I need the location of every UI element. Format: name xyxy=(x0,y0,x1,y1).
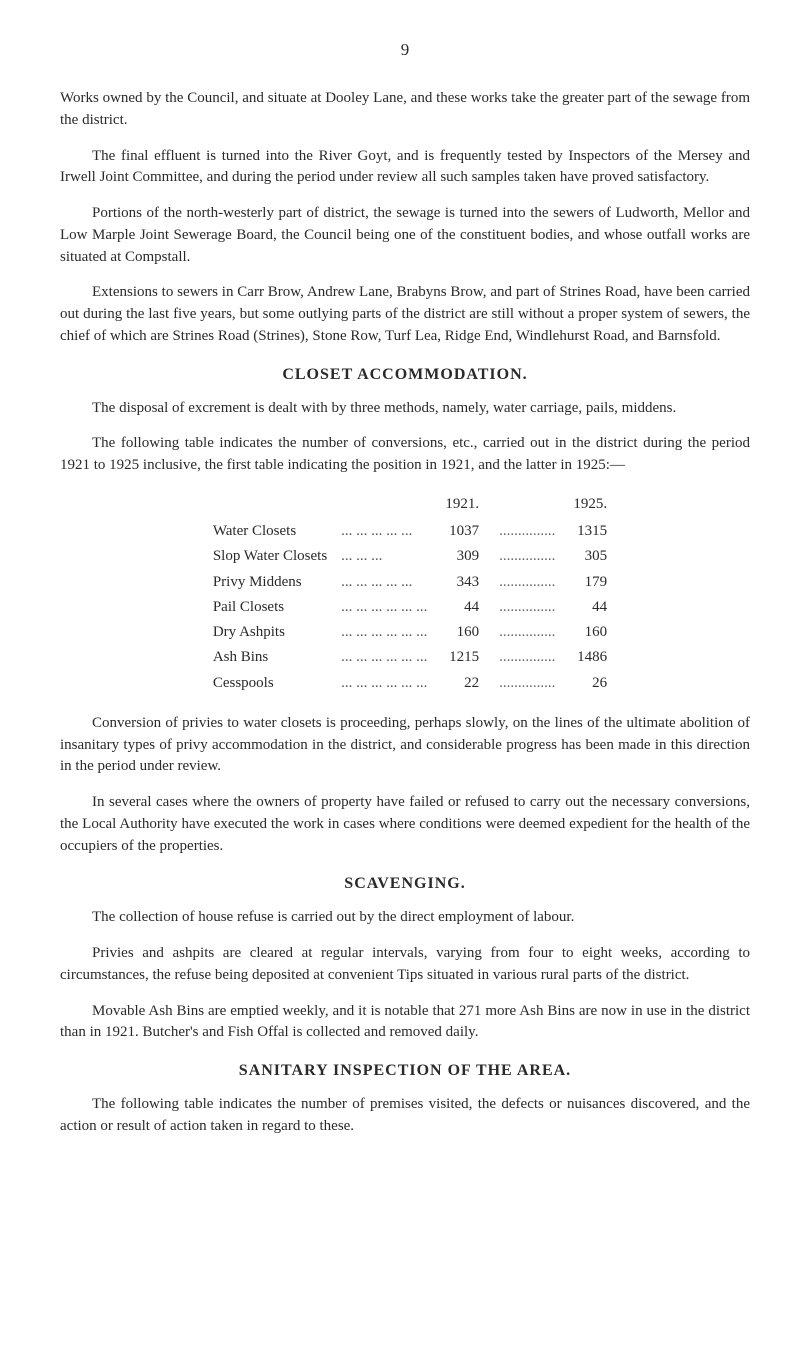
paragraph: Movable Ash Bins are emptied weekly, and… xyxy=(60,1001,750,1045)
row-dots: ... ... ... ... ... xyxy=(333,520,435,543)
row-dots: ... ... ... ... ... ... xyxy=(333,596,435,619)
row-label: Dry Ashpits xyxy=(163,621,331,644)
section-title-sanitary: SANITARY INSPECTION OF THE AREA. xyxy=(60,1062,750,1080)
table-row: Cesspools ... ... ... ... ... ... 22 ...… xyxy=(163,672,647,695)
table-row: Water Closets ... ... ... ... ... 1037 .… xyxy=(163,520,647,543)
row-mid-dots: ............... xyxy=(491,621,563,644)
row-dots: ... ... ... xyxy=(333,545,435,568)
row-value-1921: 1037 xyxy=(437,520,489,543)
row-mid-dots: ............... xyxy=(491,646,563,669)
year-header-1: 1921. xyxy=(437,493,489,518)
row-value-1925: 179 xyxy=(565,571,647,594)
page-number: 9 xyxy=(60,40,750,60)
row-value-1921: 343 xyxy=(437,571,489,594)
row-value-1921: 44 xyxy=(437,596,489,619)
paragraph: The final effluent is turned into the Ri… xyxy=(60,146,750,190)
row-value-1925: 1486 xyxy=(565,646,647,669)
paragraph: Conversion of privies to water closets i… xyxy=(60,713,750,778)
table-header-row: 1921. 1925. xyxy=(163,493,647,518)
table-row: Slop Water Closets ... ... ... 309 .....… xyxy=(163,545,647,568)
row-label: Pail Closets xyxy=(163,596,331,619)
conversions-table: 1921. 1925. Water Closets ... ... ... ..… xyxy=(161,491,649,697)
paragraph: The following table indicates the number… xyxy=(60,433,750,477)
paragraph: The collection of house refuse is carrie… xyxy=(60,907,750,929)
row-dots: ... ... ... ... ... ... xyxy=(333,672,435,695)
row-dots: ... ... ... ... ... xyxy=(333,571,435,594)
row-label: Ash Bins xyxy=(163,646,331,669)
row-value-1925: 26 xyxy=(565,672,647,695)
row-mid-dots: ............... xyxy=(491,520,563,543)
table-row: Pail Closets ... ... ... ... ... ... 44 … xyxy=(163,596,647,619)
row-value-1921: 160 xyxy=(437,621,489,644)
row-value-1921: 22 xyxy=(437,672,489,695)
year-header-2: 1925. xyxy=(565,493,647,518)
row-label: Water Closets xyxy=(163,520,331,543)
row-value-1925: 44 xyxy=(565,596,647,619)
document-page: 9 Works owned by the Council, and situat… xyxy=(0,0,800,1192)
row-mid-dots: ............... xyxy=(491,672,563,695)
paragraph: Privies and ashpits are cleared at regul… xyxy=(60,943,750,987)
row-mid-dots: ............... xyxy=(491,596,563,619)
row-mid-dots: ............... xyxy=(491,545,563,568)
paragraph: Portions of the north-westerly part of d… xyxy=(60,203,750,268)
row-value-1921: 1215 xyxy=(437,646,489,669)
row-mid-dots: ............... xyxy=(491,571,563,594)
row-value-1925: 160 xyxy=(565,621,647,644)
paragraph: In several cases where the owners of pro… xyxy=(60,792,750,857)
row-value-1925: 1315 xyxy=(565,520,647,543)
table-row: Privy Middens ... ... ... ... ... 343 ..… xyxy=(163,571,647,594)
row-label: Slop Water Closets xyxy=(163,545,331,568)
row-value-1921: 309 xyxy=(437,545,489,568)
table-row: Ash Bins ... ... ... ... ... ... 1215 ..… xyxy=(163,646,647,669)
row-label: Cesspools xyxy=(163,672,331,695)
row-value-1925: 305 xyxy=(565,545,647,568)
paragraph: The following table indicates the number… xyxy=(60,1094,750,1138)
table-row: Dry Ashpits ... ... ... ... ... ... 160 … xyxy=(163,621,647,644)
paragraph: The disposal of excrement is dealt with … xyxy=(60,398,750,420)
row-dots: ... ... ... ... ... ... xyxy=(333,621,435,644)
section-title-closet: CLOSET ACCOMMODATION. xyxy=(60,366,750,384)
row-dots: ... ... ... ... ... ... xyxy=(333,646,435,669)
paragraph: Extensions to sewers in Carr Brow, Andre… xyxy=(60,282,750,347)
row-label: Privy Middens xyxy=(163,571,331,594)
section-title-scavenging: SCAVENGING. xyxy=(60,875,750,893)
paragraph: Works owned by the Council, and situate … xyxy=(60,88,750,132)
